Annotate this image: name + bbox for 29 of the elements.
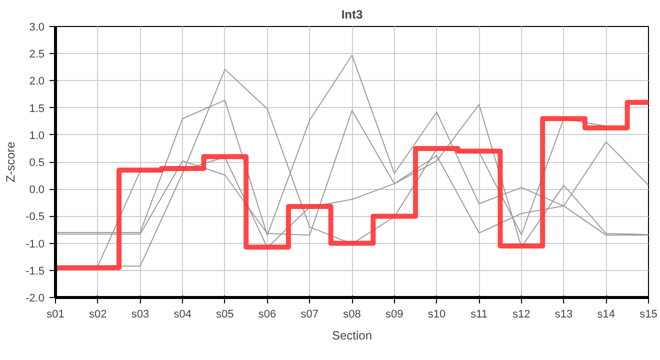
y-tick-label: 2.5	[29, 48, 45, 61]
x-tick-label: s13	[554, 308, 573, 320]
y-tick-label: -1.0	[26, 238, 45, 250]
x-tick-label: s10	[428, 308, 446, 320]
x-tick-label: s02	[88, 308, 107, 320]
x-tick-label: s14	[597, 308, 616, 320]
x-axis-title: Section	[332, 328, 372, 342]
y-tick-label: 3.0	[29, 22, 45, 34]
x-tick-label: s06	[258, 308, 276, 320]
x-tick-label: s07	[300, 308, 319, 320]
y-tick-label: -1.5	[26, 265, 45, 278]
x-tick-label: s08	[343, 308, 361, 320]
chart-title: Int3	[341, 8, 363, 22]
y-tick-label: 1.0	[29, 130, 45, 142]
x-tick-label: s09	[385, 308, 404, 320]
y-axis-title: Z-score	[4, 141, 18, 182]
y-tick-label: 0.5	[29, 157, 45, 169]
x-tick-label: s12	[512, 308, 530, 320]
y-tick-label: -0.5	[26, 211, 45, 224]
x-tick-label: s15	[640, 308, 658, 320]
x-tick-label: s03	[131, 308, 150, 320]
x-tick-label: s01	[46, 308, 64, 320]
x-tick-label: s11	[470, 308, 488, 320]
y-tick-label: 0.0	[29, 184, 45, 196]
x-tick-label: s05	[216, 308, 234, 320]
x-tick-label: s04	[174, 308, 192, 320]
y-tick-label: 2.0	[29, 76, 45, 88]
y-tick-label: -2.0	[26, 292, 45, 304]
y-tick-label: 1.5	[29, 102, 45, 115]
